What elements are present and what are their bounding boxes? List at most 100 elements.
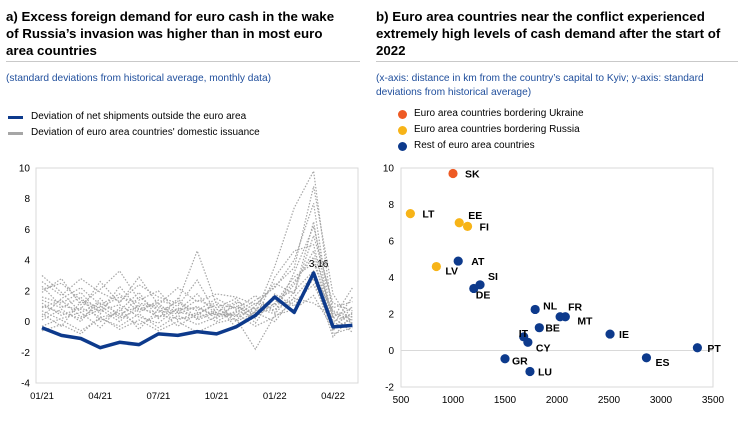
data-label: 3.16 — [309, 259, 329, 270]
point-label: FR — [568, 302, 582, 314]
plot-area — [400, 167, 714, 388]
y-tick-label: -4 — [21, 379, 30, 390]
panel-a-divider — [6, 61, 360, 62]
scatter-point — [448, 168, 458, 179]
panel-a-title: a) Excess foreign demand for euro cash i… — [6, 9, 335, 58]
x-tick-label: 10/21 — [205, 391, 229, 402]
panel-b-legend: Euro area countries bordering Ukraine Eu… — [398, 106, 584, 154]
scatter-chart-b: -2 0 2 4 6 8 10 500 1000 1500 2000 2500 3000 3500 SK LT… — [383, 164, 725, 407]
legend-swatch — [398, 125, 407, 135]
domestic-issuance-line — [41, 275, 353, 318]
y-tick-label: -2 — [21, 348, 30, 359]
domestic-issuance-line — [41, 224, 353, 314]
domestic-issuance-line — [41, 255, 353, 328]
scatter-point — [692, 343, 702, 353]
y-tick-label: 6 — [24, 225, 30, 236]
point-label: CY — [536, 342, 551, 354]
point-label: LV — [445, 266, 458, 278]
legend-label: Euro area countries bordering Ukraine — [414, 108, 584, 119]
domestic-issuance-line — [41, 249, 353, 333]
x-tick-label: 3000 — [650, 395, 673, 406]
scatter-point — [462, 221, 473, 231]
point-label: IT — [519, 328, 529, 340]
y-tick-label: 2 — [388, 310, 394, 321]
domestic-issuance-line — [41, 269, 353, 324]
legend-item-rest-euro-area: Rest of euro area countries — [398, 138, 584, 154]
y-tick-label: 0 — [24, 317, 30, 328]
legend-item-bordering-ukraine: Euro area countries bordering Ukraine — [398, 106, 584, 122]
net-shipments-line — [41, 271, 353, 350]
point-label: FI — [480, 221, 489, 233]
x-tick-label: 04/21 — [88, 391, 112, 402]
x-tick-label: 01/22 — [263, 391, 287, 402]
line-chart-a: -4 -2 0 2 4 6 8 10 01/21 04/21 07/21 10/21 01/22 04/2… — [19, 164, 359, 402]
panel-b: b) Euro area countries near the conflict… — [370, 0, 744, 421]
scatter-point — [641, 353, 652, 363]
scatter-point — [453, 256, 463, 266]
legend-item-bordering-russia: Euro area countries bordering Russia — [398, 122, 584, 138]
legend-item-domestic-issuance: Deviation of euro area countries' domest… — [8, 125, 260, 141]
y-tick-label: 2 — [24, 286, 30, 297]
point-label: EE — [468, 210, 482, 222]
point-label: PT — [707, 343, 721, 355]
x-tick-label: 2500 — [598, 395, 621, 406]
scatter-point — [525, 366, 535, 377]
domestic-issuance-line — [41, 186, 353, 325]
y-tick-label: 10 — [383, 164, 395, 175]
scatter-point — [469, 283, 479, 294]
scatter-point — [500, 354, 510, 364]
scatter-point — [523, 337, 533, 347]
legend-label: Deviation of euro area countries' domest… — [31, 127, 260, 138]
domestic-issuance-line — [41, 221, 353, 335]
y-tick-label: 4 — [388, 273, 394, 284]
x-tick-label: 500 — [393, 395, 410, 406]
point-label: IE — [619, 329, 629, 341]
scatter-point — [431, 261, 441, 272]
y-tick-label: 10 — [19, 164, 31, 175]
point-label: LT — [422, 209, 435, 221]
scatter-point — [605, 329, 615, 339]
point-label: NL — [543, 300, 558, 312]
x-tick-label: 07/21 — [147, 391, 171, 402]
legend-label: Deviation of net shipments outside the e… — [31, 111, 247, 122]
y-tick-label: 6 — [388, 237, 394, 248]
scatter-point — [405, 209, 415, 219]
domestic-issuance-line — [41, 262, 353, 323]
point-label: LU — [538, 366, 552, 378]
point-label: MT — [577, 316, 593, 328]
point-label: GR — [512, 356, 528, 368]
panel-a: a) Excess foreign demand for euro cash i… — [0, 0, 366, 421]
y-tick-label: -2 — [385, 383, 394, 394]
y-tick-label: 4 — [24, 256, 30, 267]
x-tick-label: 1000 — [442, 395, 465, 406]
x-tick-label: 2000 — [546, 395, 569, 406]
panel-a-subtitle: (standard deviations from historical ave… — [6, 73, 272, 84]
x-tick-label: 1500 — [494, 395, 517, 406]
y-tick-label: 0 — [388, 346, 394, 357]
plot-area — [35, 167, 359, 384]
legend-label: Euro area countries bordering Russia — [414, 124, 580, 135]
legend-swatch — [398, 141, 407, 151]
domestic-issuance-line — [41, 203, 353, 333]
y-tick-label: 8 — [24, 194, 30, 205]
scatter-point — [534, 323, 544, 333]
point-label: AT — [471, 256, 485, 268]
panel-b-title: b) Euro area countries near the conflict… — [376, 9, 721, 58]
panel-b-divider — [376, 61, 738, 62]
domestic-issuance-line — [41, 244, 353, 323]
legend-item-net-shipments: Deviation of net shipments outside the e… — [8, 109, 260, 125]
point-label: ES — [655, 357, 669, 369]
point-label: DE — [476, 289, 491, 301]
x-tick-label: 3500 — [702, 395, 725, 406]
point-label: SI — [488, 271, 498, 283]
legend-swatch — [8, 131, 23, 135]
y-tick-label: 8 — [388, 200, 394, 211]
scatter-point — [530, 304, 540, 315]
scatter-point — [454, 218, 464, 228]
legend-label: Rest of euro area countries — [414, 140, 535, 151]
x-tick-label: 01/21 — [30, 391, 54, 402]
legend-swatch — [8, 115, 23, 119]
panel-b-subtitle: (x-axis: distance in km from the country… — [376, 73, 704, 98]
point-label: SK — [465, 168, 480, 180]
panel-a-legend: Deviation of net shipments outside the e… — [8, 109, 260, 141]
